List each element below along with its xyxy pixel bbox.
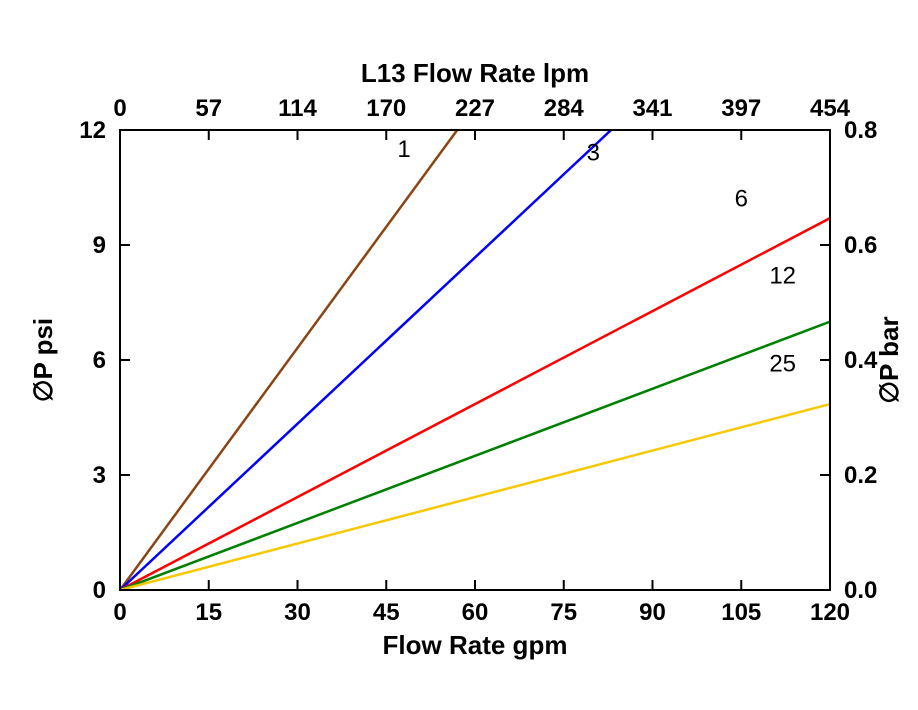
x-top-tick-label: 227 — [455, 95, 495, 122]
y-right-tick-label: 0.4 — [844, 347, 878, 374]
axis-title-top: L13 Flow Rate lpm — [361, 58, 589, 88]
x-bottom-tick-label: 75 — [550, 599, 577, 626]
x-bottom-tick-label: 0 — [113, 599, 126, 626]
series-label-1: 1 — [397, 136, 410, 163]
x-bottom-tick-label: 15 — [195, 599, 222, 626]
x-bottom-tick-label: 30 — [284, 599, 311, 626]
axis-title-right: ∅P bar — [874, 316, 904, 403]
y-left-tick-label: 0 — [93, 577, 106, 604]
series-label-3: 3 — [587, 140, 600, 167]
x-top-tick-label: 341 — [632, 95, 672, 122]
x-top-tick-label: 57 — [195, 95, 222, 122]
flow-rate-chart: 0153045607590105120057114170227284341397… — [0, 0, 918, 710]
y-right-tick-label: 0.0 — [844, 577, 877, 604]
series-label-12: 12 — [769, 262, 796, 289]
axis-title-bottom: Flow Rate gpm — [383, 630, 568, 660]
x-bottom-tick-label: 90 — [639, 599, 666, 626]
axis-title-left: ∅P psi — [28, 318, 58, 402]
y-right-tick-label: 0.6 — [844, 232, 877, 259]
x-bottom-tick-label: 60 — [462, 599, 489, 626]
y-right-tick-label: 0.2 — [844, 462, 877, 489]
x-top-tick-label: 397 — [721, 95, 761, 122]
x-bottom-tick-label: 45 — [373, 599, 400, 626]
series-label-25: 25 — [769, 351, 796, 378]
y-left-tick-label: 6 — [93, 347, 106, 374]
y-left-tick-label: 12 — [79, 117, 106, 144]
series-label-6: 6 — [735, 186, 748, 213]
x-bottom-tick-label: 105 — [721, 599, 761, 626]
y-right-tick-label: 0.8 — [844, 117, 877, 144]
x-top-tick-label: 170 — [366, 95, 406, 122]
x-top-tick-label: 114 — [278, 95, 317, 122]
y-left-tick-label: 9 — [93, 232, 106, 259]
x-top-tick-label: 0 — [113, 95, 126, 122]
y-left-tick-label: 3 — [93, 462, 106, 489]
x-top-tick-label: 284 — [544, 95, 585, 122]
